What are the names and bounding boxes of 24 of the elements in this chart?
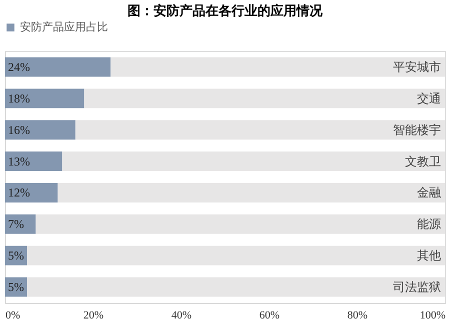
data-label: 24% — [8, 60, 30, 74]
y-tick-label: 能源 — [417, 217, 441, 232]
chart-title: 图：安防产品在各行业的应用情况 — [128, 3, 324, 19]
data-label: 12% — [8, 186, 30, 200]
data-label: 5% — [8, 280, 24, 294]
data-label: 16% — [8, 122, 30, 137]
y-tick-label: 金融 — [417, 186, 441, 200]
data-label: 18% — [8, 91, 30, 106]
x-tick-label: 20% — [83, 310, 104, 322]
y-tick-label: 智能楼宇 — [393, 122, 441, 137]
x-tick-label: 60% — [259, 310, 280, 322]
data-label: 5% — [8, 248, 24, 263]
y-tick-label: 文教卫 — [405, 154, 441, 168]
data-label: 13% — [8, 154, 30, 168]
y-tick-label: 司法监狱 — [393, 280, 441, 294]
y-tick-label: 交通 — [417, 91, 441, 106]
x-tick-label: 80% — [347, 310, 368, 322]
y-tick-label: 平安城市 — [393, 60, 441, 74]
legend-label: 安防产品应用占比 — [20, 20, 108, 34]
data-label: 7% — [8, 217, 24, 232]
y-tick-label: 其他 — [417, 248, 441, 263]
x-tick-label: 100% — [420, 310, 446, 322]
x-tick-label: 40% — [171, 310, 192, 322]
x-tick-label: 0% — [6, 310, 20, 322]
